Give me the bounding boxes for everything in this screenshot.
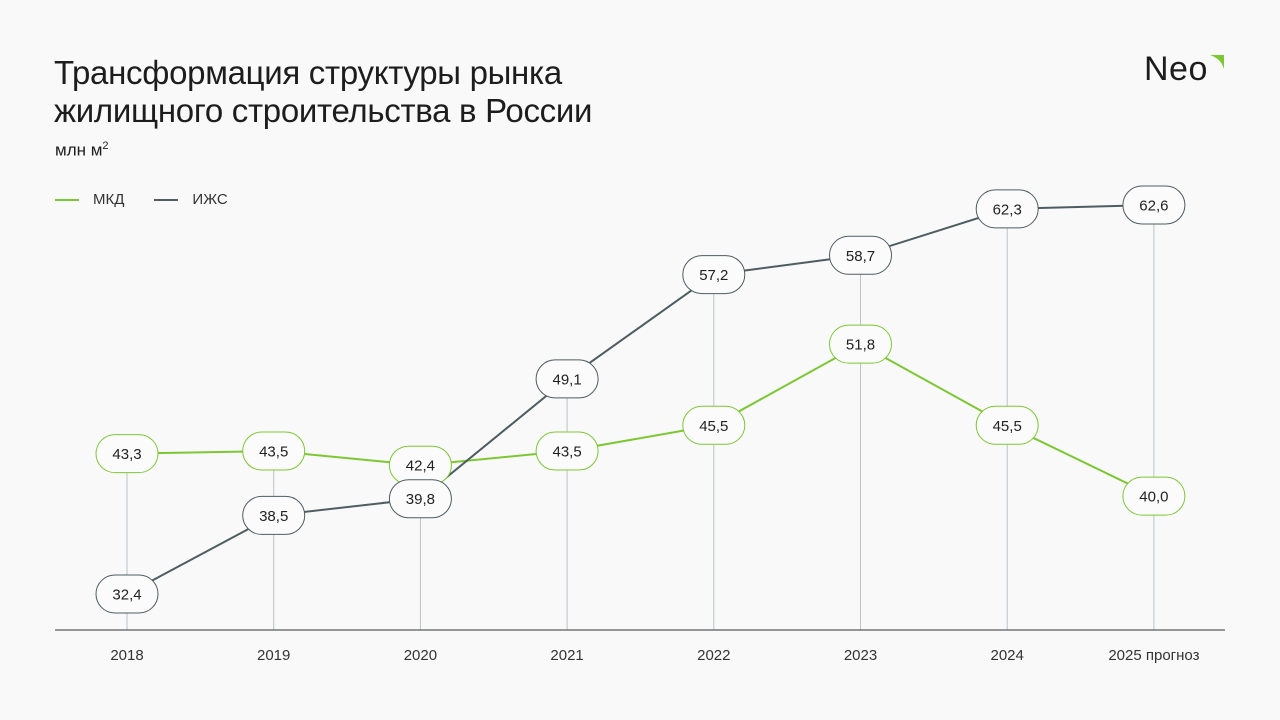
data-point-mkd xyxy=(95,434,159,474)
data-label: 38,5 xyxy=(259,508,288,525)
x-tick-label: 2022 xyxy=(697,647,730,664)
data-label: 43,3 xyxy=(112,446,141,463)
x-tick-label: 2019 xyxy=(257,647,290,664)
x-tick-label: 2024 xyxy=(991,647,1024,664)
data-label: 32,4 xyxy=(112,587,141,604)
data-label: 62,3 xyxy=(993,201,1022,218)
series-line-izhs xyxy=(126,204,1154,595)
data-label: 43,5 xyxy=(552,444,581,461)
data-point-izhs xyxy=(388,479,452,519)
data-label: 49,1 xyxy=(552,371,581,388)
data-label: 43,5 xyxy=(259,444,288,461)
data-label: 51,8 xyxy=(846,337,875,354)
legend-label-izhs: ИЖС xyxy=(192,191,228,208)
data-point-izhs xyxy=(535,359,599,399)
data-point-izhs xyxy=(829,235,892,275)
legend-item-mkd: МКД xyxy=(55,191,124,208)
x-tick-label: 2025 прогноз xyxy=(1108,647,1199,664)
data-label: 39,8 xyxy=(406,491,435,508)
data-point-mkd xyxy=(829,324,892,364)
data-point-izhs xyxy=(1122,185,1186,225)
data-point-mkd xyxy=(975,405,1039,445)
data-point-izhs xyxy=(975,189,1039,229)
data-point-mkd xyxy=(1122,476,1186,516)
legend-label-mkd: МКД xyxy=(93,191,125,208)
data-point-izhs xyxy=(682,255,746,295)
legend-swatch-mkd xyxy=(55,198,79,201)
chart-title: Трансформация структуры рынка жилищного с… xyxy=(54,54,592,130)
x-tick-label: 2023 xyxy=(844,647,877,664)
data-point-mkd xyxy=(242,431,306,471)
unit-superscript: 2 xyxy=(102,140,109,152)
neo-logo: Neo xyxy=(1144,50,1208,88)
logo-mark-icon xyxy=(1210,55,1224,69)
data-label: 57,2 xyxy=(699,267,728,284)
data-label: 40,0 xyxy=(1139,489,1168,506)
data-point-izhs xyxy=(242,495,306,535)
title-line-1: Трансформация структуры рынка xyxy=(54,54,562,91)
x-tick-label: 2018 xyxy=(110,647,143,664)
unit-text: млн м xyxy=(55,140,103,160)
data-label: 45,5 xyxy=(699,418,728,435)
unit-label: млн м2 xyxy=(55,140,109,161)
legend-swatch-izhs xyxy=(154,198,179,201)
legend: МКД ИЖС xyxy=(55,191,228,208)
x-tick-label: 2020 xyxy=(404,647,437,664)
data-label: 62,6 xyxy=(1139,198,1168,215)
title-line-2: жилищного строительства в России xyxy=(54,92,593,129)
data-point-mkd xyxy=(682,405,746,445)
data-label: 45,5 xyxy=(993,418,1022,435)
data-label: 42,4 xyxy=(406,458,435,475)
data-point-mkd xyxy=(535,431,599,471)
x-tick-label: 2021 xyxy=(550,647,583,664)
legend-item-izhs: ИЖС xyxy=(154,191,228,208)
data-point-izhs xyxy=(95,574,159,614)
data-label: 58,7 xyxy=(846,248,875,265)
